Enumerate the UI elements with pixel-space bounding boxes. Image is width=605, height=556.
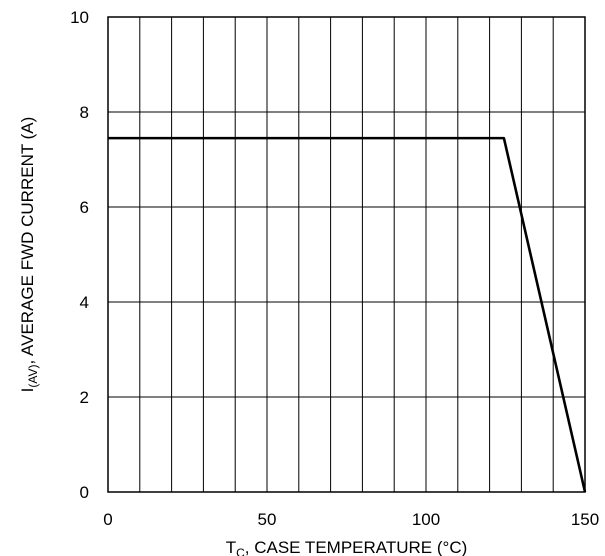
y-tick-label: 6 — [80, 198, 89, 217]
x-tick-label: 0 — [103, 510, 112, 529]
x-tick-label: 50 — [258, 510, 277, 529]
y-axis-title-rest: , AVERAGE FWD CURRENT (A) — [18, 117, 37, 365]
plot-frame — [107, 16, 586, 493]
x-axis-title-sub: C — [236, 546, 245, 556]
x-axis-title-main: T — [226, 538, 236, 556]
y-tick-label: 0 — [80, 483, 89, 502]
x-axis-title: TC, CASE TEMPERATURE (°C) — [226, 538, 468, 556]
series-layer — [108, 136, 587, 493]
series-line — [108, 136, 587, 493]
x-axis-title-rest: , CASE TEMPERATURE (°C) — [245, 538, 467, 556]
y-axis-title-main: I — [18, 388, 37, 393]
x-tick-label: 150 — [571, 510, 599, 529]
y-axis-title: I(AV), AVERAGE FWD CURRENT (A) — [18, 117, 40, 393]
y-tick-label: 8 — [80, 103, 89, 122]
y-axis-title-sub: (AV) — [26, 364, 40, 387]
y-tick-label: 2 — [80, 388, 89, 407]
x-tick-label: 100 — [412, 510, 440, 529]
y-tick-label: 4 — [80, 293, 89, 312]
x-tick-labels: 0 50 100 150 — [103, 510, 599, 529]
y-tick-labels: 0 2 4 6 8 10 — [70, 8, 89, 502]
grid — [108, 17, 585, 492]
y-tick-label: 10 — [70, 8, 89, 27]
